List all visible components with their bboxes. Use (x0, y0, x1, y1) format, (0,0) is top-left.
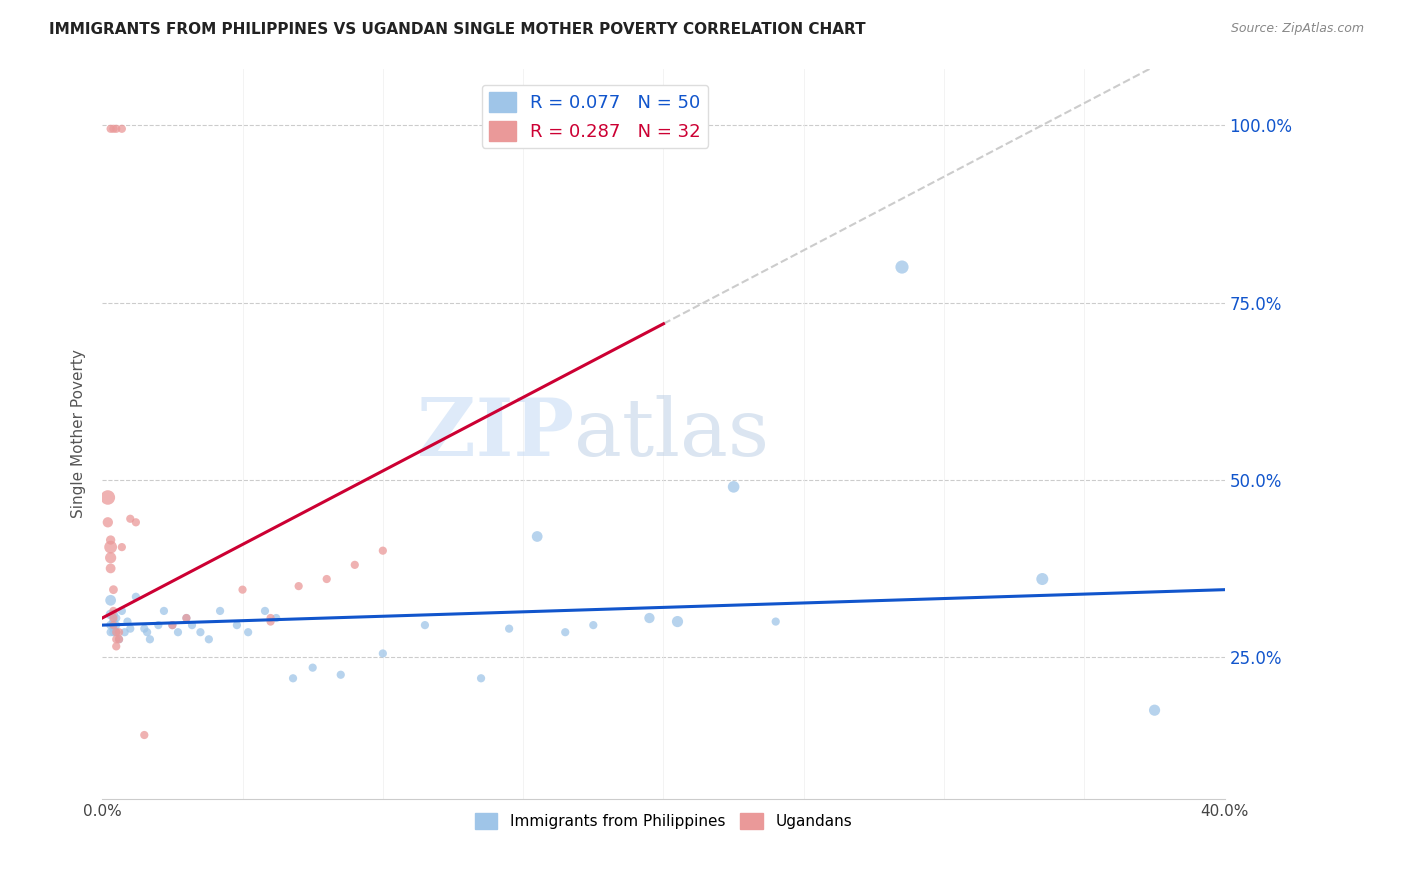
Point (105, 625, 128, 640)
Point (105, 611, 128, 625)
Point (470, 671, 492, 685)
Point (162, 618, 184, 632)
Point (103, 607, 125, 622)
Point (103, 622, 125, 636)
Point (105, 640, 128, 654)
Point (100, 540, 122, 554)
Text: ZIP: ZIP (416, 394, 574, 473)
Point (371, 647, 394, 661)
Point (100, 593, 122, 607)
Point (100, 618, 122, 632)
Point (100, 607, 122, 622)
Point (103, 121, 125, 136)
Point (413, 618, 436, 632)
Point (134, 622, 156, 636)
Point (103, 615, 125, 629)
Point (100, 550, 122, 565)
Point (100, 625, 122, 640)
Point (148, 618, 170, 632)
Point (108, 632, 131, 647)
Text: atlas: atlas (574, 394, 769, 473)
Point (125, 590, 148, 604)
Point (723, 480, 745, 494)
Point (108, 632, 131, 647)
Point (329, 667, 352, 681)
Point (105, 121, 128, 136)
Point (198, 632, 221, 647)
Point (1031, 572, 1053, 586)
Point (287, 579, 309, 593)
Text: Source: ZipAtlas.com: Source: ZipAtlas.com (1230, 22, 1364, 36)
Point (231, 582, 253, 597)
Point (167, 625, 190, 640)
Point (176, 611, 198, 625)
Point (103, 582, 125, 597)
Point (190, 625, 212, 640)
Point (1143, 703, 1166, 717)
Point (765, 615, 787, 629)
Y-axis label: Single Mother Poverty: Single Mother Poverty (72, 350, 86, 518)
Point (281, 671, 304, 685)
Point (100, 561, 122, 575)
Point (114, 625, 136, 640)
Point (103, 611, 125, 625)
Point (111, 604, 134, 618)
Point (97, 491, 120, 505)
Point (301, 660, 323, 674)
Point (125, 516, 148, 530)
Point (343, 558, 366, 572)
Point (226, 618, 249, 632)
Point (371, 543, 394, 558)
Point (100, 121, 122, 136)
Point (264, 611, 287, 625)
Point (134, 728, 156, 742)
Point (236, 625, 259, 640)
Point (259, 611, 281, 625)
Point (315, 572, 337, 586)
Point (253, 604, 276, 618)
Point (103, 625, 125, 640)
Point (582, 618, 605, 632)
Point (105, 632, 128, 647)
Point (136, 625, 159, 640)
Point (176, 611, 198, 625)
Point (100, 533, 122, 547)
Point (103, 618, 125, 632)
Point (181, 618, 204, 632)
Point (259, 615, 281, 629)
Point (209, 604, 232, 618)
Point (162, 618, 184, 632)
Point (153, 604, 176, 618)
Point (498, 622, 520, 636)
Point (108, 625, 131, 640)
Point (120, 512, 142, 526)
Point (638, 611, 661, 625)
Point (103, 604, 125, 618)
Text: IMMIGRANTS FROM PHILIPPINES VS UGANDAN SINGLE MOTHER POVERTY CORRELATION CHART: IMMIGRANTS FROM PHILIPPINES VS UGANDAN S… (49, 22, 866, 37)
Point (526, 529, 548, 543)
Legend: Immigrants from Philippines, Ugandans: Immigrants from Philippines, Ugandans (468, 806, 859, 835)
Point (105, 625, 128, 640)
Point (111, 540, 134, 554)
Point (666, 615, 689, 629)
Point (139, 632, 162, 647)
Point (891, 260, 914, 274)
Point (111, 121, 134, 136)
Point (97, 516, 120, 530)
Point (554, 625, 576, 640)
Point (117, 615, 139, 629)
Point (120, 622, 142, 636)
Point (105, 618, 128, 632)
